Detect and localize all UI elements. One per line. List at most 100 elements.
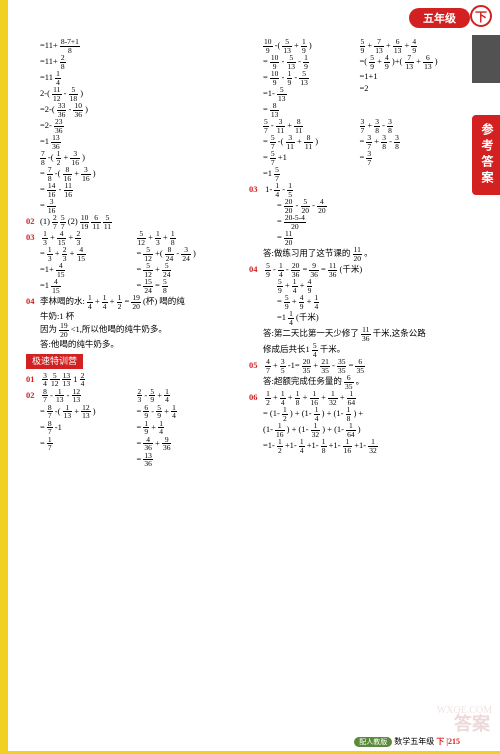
- math-line: = 13 + 23 + 415: [26, 246, 129, 262]
- math-line: = 512 + 524: [137, 262, 240, 278]
- grade-tag: 五年级: [409, 8, 470, 28]
- math-line: 04 59 - 14 - 2036 = 936 = 1136 (千米): [249, 262, 462, 278]
- math-line: 2-( 1112 - 518 ): [26, 86, 239, 102]
- math-line: = 87 -( 113 + 1213 ): [26, 404, 129, 420]
- math-line: =1 1336: [26, 134, 239, 150]
- math-line: 03 13 + 415 + 23: [26, 230, 129, 246]
- volume-circle: 下: [470, 5, 492, 27]
- edge-decoration: [472, 35, 500, 115]
- math-line: 59 + 14 + 49: [249, 278, 462, 294]
- math-line: 04李林喝的水: 14 + 14 + 12 = 1920 (杯) 喝的纯: [26, 294, 239, 310]
- item-num: 04: [249, 263, 263, 275]
- math-line: 37 + 38 - 38: [360, 118, 463, 134]
- item-num: 01: [26, 373, 40, 385]
- content-area: =11+ 8-7+18=11+ 28=11 14 2-( 1112 - 518 …: [26, 38, 462, 729]
- math-line: = 19 + 14: [137, 420, 240, 436]
- page: 五年级 下 参考答案 =11+ 8-7+18=11+ 28=11 14 2-( …: [0, 0, 500, 754]
- math-line: = 109 - 19 - 513: [249, 70, 352, 86]
- subcol: 57 - 311 + 811= 57 -( 311 + 811 )= 57 +1…: [249, 118, 462, 182]
- math-line: =2- 2336: [26, 118, 239, 134]
- math-line: =2-( 3336 - 1036 ): [26, 102, 239, 118]
- math-line: =1+1: [360, 70, 463, 82]
- item-num: 06: [249, 391, 263, 403]
- math-line: 06 12 + 14 + 18 + 116 + 132 + 164: [249, 390, 462, 406]
- math-line: 答:做练习用了这节课的 1120 。: [249, 246, 462, 262]
- math-line: = 2020 - 520 - 420: [249, 198, 462, 214]
- math-line: 修成后共长1 54 千米。: [249, 342, 462, 358]
- math-line: = 78 -( 816 + 316 ): [26, 166, 239, 182]
- subcol: 02 87 - 113 - 1213= 87 -( 113 + 1213 )= …: [26, 388, 239, 468]
- math-line: = 813: [249, 102, 352, 118]
- math-line: 57 - 311 + 811: [249, 118, 352, 134]
- math-line: =1 415: [26, 278, 129, 294]
- math-line: = 69 - 59 + 14: [137, 404, 240, 420]
- math-line: =11 14: [26, 70, 239, 86]
- item-num: 05: [249, 359, 263, 371]
- math-line: 牛奶:1 杯: [26, 310, 239, 322]
- math-line: =11+ 28: [26, 54, 239, 70]
- math-line: = 1336: [137, 452, 240, 468]
- subcol-right: 59 + 713 + 613 + 49=( 59 + 49 )+( 713 + …: [360, 38, 463, 118]
- math-line: =1 57: [249, 166, 352, 182]
- math-line: = 57 +1: [249, 150, 352, 166]
- math-line: 因为 1920 <1,所以他喝的纯牛奶多。: [26, 322, 239, 338]
- math-line: 答:第二天比第一天少修了 1136 千米,这条公路: [249, 326, 462, 342]
- math-line: =1- 513: [249, 86, 352, 102]
- section-tab: 参考答案: [472, 115, 500, 195]
- page-number: |215: [446, 737, 460, 746]
- math-line: = (1- 12 ) + (1- 14 ) + (1- 18 ) +: [249, 406, 462, 422]
- publisher-badge: 配人教版: [354, 737, 392, 747]
- math-line: 512 + 13 + 18: [137, 230, 240, 246]
- math-line: = 59 + 49 + 14: [249, 294, 462, 310]
- left-column: =11+ 8-7+18=11+ 28=11 14 2-( 1112 - 518 …: [26, 38, 239, 729]
- math-line: = 436 + 936: [137, 436, 240, 452]
- math-line: 答:超额完成任务量的 635 。: [249, 374, 462, 390]
- math-line: =1+ 415: [26, 262, 129, 278]
- book-title: 数学五年级: [394, 737, 434, 746]
- subcol-left: 03 13 + 415 + 23= 13 + 23 + 415=1+ 415=1…: [26, 230, 129, 294]
- item-num: 03: [26, 231, 40, 243]
- page-footer: 配人教版 数学五年级 下 |215: [354, 736, 460, 747]
- math-line: = 20-5-420: [249, 214, 462, 230]
- math-line: =1- 12 +1- 14 +1- 18 +1- 116 +1- 132: [249, 438, 462, 454]
- math-line: =1 14 (千米): [249, 310, 462, 326]
- math-line: (1- 116 ) + (1- 132 ) + (1- 164 ): [249, 422, 462, 438]
- watermark-logo: 答案: [454, 710, 490, 736]
- math-line: 02(1) 27 57 (2) 1019 611 511: [26, 214, 239, 230]
- math-line: = 1524 = 58: [137, 278, 240, 294]
- math-line: 01 34 512 1313 1 24: [26, 372, 239, 388]
- math-line: [26, 452, 129, 464]
- math-line: 23 - 59 + 14: [137, 388, 240, 404]
- item-num: 02: [26, 215, 40, 227]
- math-line: = 87 -1: [26, 420, 129, 436]
- math-line: 59 + 713 + 613 + 49: [360, 38, 463, 54]
- math-line: 03 1- 14 - 15: [249, 182, 462, 198]
- math-line: = 1120: [249, 230, 462, 246]
- subcol: 109 -( 513 + 19 )= 109 - 513 - 19= 109 -…: [249, 38, 462, 118]
- item-num: 03: [249, 183, 263, 195]
- math-line: 05 47 + 35 -1= 2035 + 2135 - 3535 = 635: [249, 358, 462, 374]
- item-num: 04: [26, 295, 40, 307]
- math-line: = 109 - 513 - 19: [249, 54, 352, 70]
- subcol-right: 512 + 13 + 18= 512 +( 824 - 324 )= 512 +…: [137, 230, 240, 294]
- math-line: = 37 + 38 - 38: [360, 134, 463, 150]
- math-line: = 57 -( 311 + 811 ): [249, 134, 352, 150]
- math-line: = 1416 - 1116: [26, 182, 239, 198]
- math-line: = 316: [26, 198, 239, 214]
- math-line: 02 87 - 113 - 1213: [26, 388, 129, 404]
- right-column: 109 -( 513 + 19 )= 109 - 513 - 19= 109 -…: [249, 38, 462, 729]
- math-line: 答:他喝的纯牛奶多。: [26, 338, 239, 350]
- math-line: = 17: [26, 436, 129, 452]
- item-num: 02: [26, 389, 40, 401]
- math-line: = 512 +( 824 - 324 ): [137, 246, 240, 262]
- math-line: 78 -( 12 + 316 ): [26, 150, 239, 166]
- subcol-left: 57 - 311 + 811= 57 -( 311 + 811 )= 57 +1…: [249, 118, 352, 182]
- subcol: 03 13 + 415 + 23= 13 + 23 + 415=1+ 415=1…: [26, 230, 239, 294]
- subcol-left: 02 87 - 113 - 1213= 87 -( 113 + 1213 )= …: [26, 388, 129, 468]
- subcol-left: 109 -( 513 + 19 )= 109 - 513 - 19= 109 -…: [249, 38, 352, 118]
- math-line: =2: [360, 82, 463, 94]
- subcol-right: 23 - 59 + 14= 69 - 59 + 14= 19 + 14= 436…: [137, 388, 240, 468]
- math-line: =( 59 + 49 )+( 713 + 613 ): [360, 54, 463, 70]
- section-box: 极速特训营: [26, 354, 83, 369]
- footer-vol: 下: [436, 737, 444, 746]
